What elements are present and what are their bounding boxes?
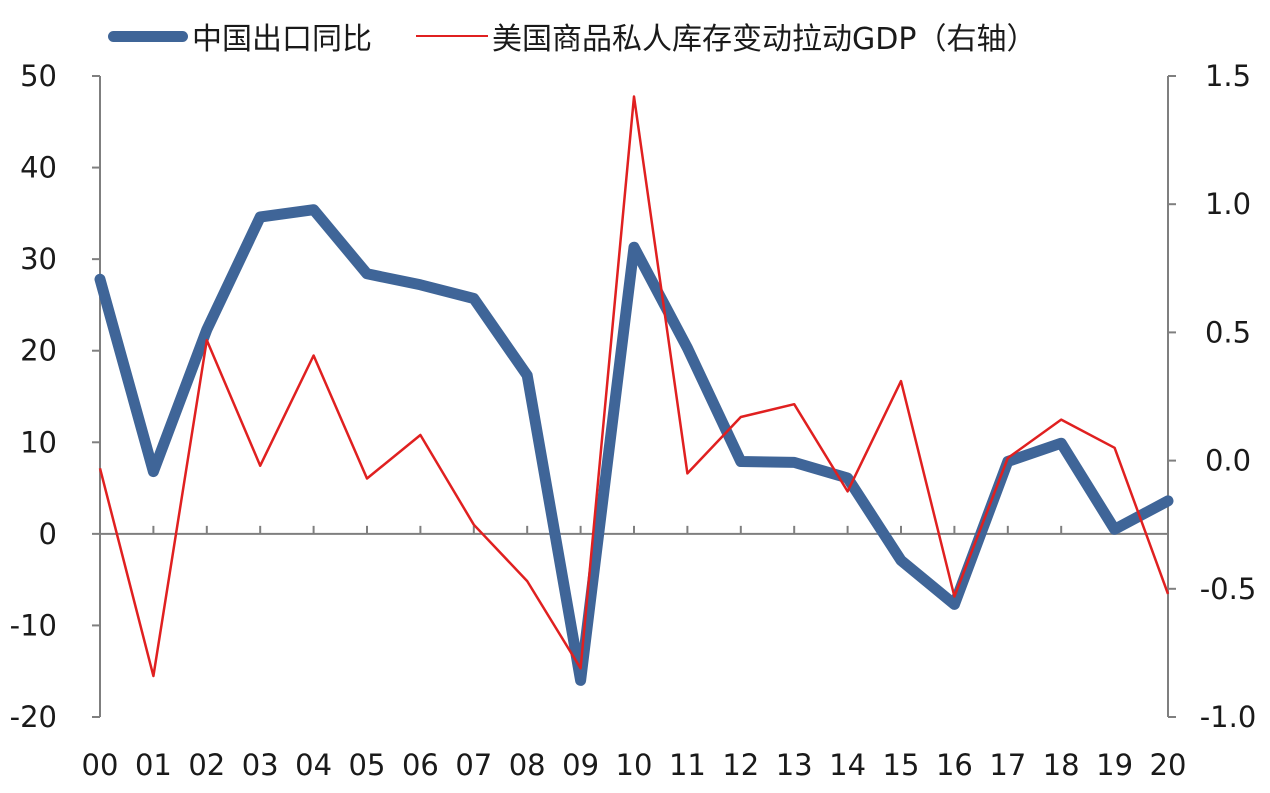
left-y-tick-label: 40 — [20, 151, 57, 185]
x-tick-label: 20 — [1150, 748, 1187, 782]
left-y-tick-label: 10 — [20, 425, 57, 459]
legend-item-us-inventory: 美国商品私人库存变动拉动GDP（右轴） — [416, 14, 1036, 58]
right-y-tick-label: 1.0 — [1205, 187, 1251, 221]
legend-label-china-export: 中国出口同比 — [192, 22, 372, 57]
x-tick-label: 06 — [402, 748, 439, 782]
x-tick-label: 12 — [722, 748, 759, 782]
x-tick-label: 03 — [242, 748, 279, 782]
legend: 中国出口同比 美国商品私人库存变动拉动GDP（右轴） — [108, 14, 1080, 58]
x-tick-label: 16 — [936, 748, 973, 782]
left-y-tick-label: 0 — [39, 517, 57, 551]
x-tick-label: 11 — [669, 748, 706, 782]
x-tick-label: 04 — [295, 748, 332, 782]
left-y-tick-label: 50 — [20, 59, 57, 93]
x-tick-label: 13 — [776, 748, 813, 782]
x-tick-label: 17 — [989, 748, 1026, 782]
legend-swatch-us-inventory — [416, 35, 488, 37]
left-y-tick-label: 20 — [20, 334, 57, 368]
x-tick-label: 10 — [616, 748, 653, 782]
right-y-tick-label: 1.5 — [1205, 59, 1251, 93]
x-tick-label: 05 — [349, 748, 386, 782]
x-tick-label: 19 — [1096, 748, 1133, 782]
legend-item-china-export: 中国出口同比 — [108, 14, 372, 58]
x-tick-label: 00 — [82, 748, 119, 782]
series-line-china-export — [94, 204, 1174, 686]
left-y-tick-label: 30 — [20, 242, 57, 276]
x-tick-label: 02 — [188, 748, 225, 782]
series-line-us-inventory — [98, 95, 1170, 678]
legend-swatch-china-export — [108, 30, 188, 42]
x-tick-label: 14 — [829, 748, 866, 782]
x-tick-label: 09 — [562, 748, 599, 782]
left-y-tick-label: -20 — [10, 700, 57, 734]
x-tick-label: 07 — [455, 748, 492, 782]
legend-label-us-inventory: 美国商品私人库存变动拉动GDP（右轴） — [492, 22, 1037, 57]
x-tick-label: 01 — [135, 748, 172, 782]
x-tick-label: 18 — [1043, 748, 1080, 782]
x-tick-label: 08 — [509, 748, 546, 782]
right-y-tick-label: 0.5 — [1205, 315, 1251, 349]
x-tick-label: 15 — [883, 748, 920, 782]
right-y-tick-label: -0.5 — [1200, 572, 1257, 606]
right-y-tick-label: -1.0 — [1200, 700, 1257, 734]
left-y-tick-label: -10 — [10, 608, 57, 642]
right-y-tick-label: 0.0 — [1205, 444, 1251, 478]
